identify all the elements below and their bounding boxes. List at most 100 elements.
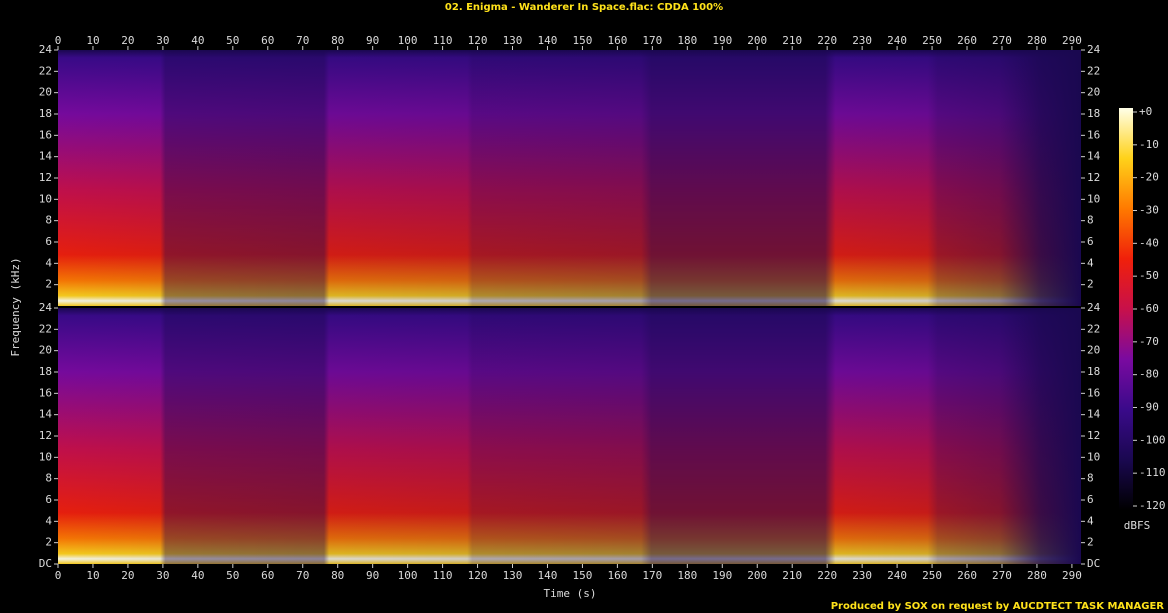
x-tick-label: 150 (572, 34, 592, 47)
x-tick-label: 220 (817, 569, 837, 582)
x-tick-label: 10 (86, 569, 99, 582)
y-tick-label: 4 (1087, 514, 1094, 527)
x-tick-label: 160 (607, 569, 627, 582)
colorbar-tick-label: -60 (1139, 302, 1159, 315)
x-tick-label: 40 (191, 34, 204, 47)
x-tick-label: 290 (1062, 34, 1082, 47)
x-tick-label: 20 (121, 569, 134, 582)
y-tick-label: 14 (39, 408, 53, 421)
x-tick-label: 120 (468, 569, 488, 582)
x-tick-label: 240 (887, 34, 907, 47)
x-tick-label: 210 (782, 569, 802, 582)
x-tick-label: 250 (922, 34, 942, 47)
y-tick-label: 4 (45, 256, 52, 269)
y-tick-label: 2 (1087, 278, 1094, 291)
x-tick-label: 260 (957, 569, 977, 582)
y-tick-label: 16 (39, 128, 52, 141)
y-axis-label: Frequency (kHz) (9, 257, 22, 356)
x-tick-label: 290 (1062, 569, 1082, 582)
x-tick-label: 0 (55, 569, 62, 582)
x-tick-label: 140 (538, 569, 558, 582)
colorbar (1119, 108, 1133, 510)
x-tick-label: 80 (331, 34, 344, 47)
y-tick-label: 8 (45, 472, 52, 485)
colorbar-tick-label: -70 (1139, 335, 1159, 348)
x-tick-label: 260 (957, 34, 977, 47)
y-tick-label: 6 (1087, 235, 1094, 248)
y-tick-label: 10 (39, 450, 52, 463)
y-tick-label: 14 (1087, 150, 1101, 163)
x-tick-label: 280 (1027, 569, 1047, 582)
x-tick-label: 60 (261, 34, 274, 47)
y-tick-label: 8 (1087, 472, 1094, 485)
x-tick-label: 250 (922, 569, 942, 582)
colorbar-tick-label: -20 (1139, 171, 1159, 184)
y-tick-label: 16 (1087, 128, 1100, 141)
x-tick-label: 180 (677, 34, 697, 47)
colorbar-tick-label: -10 (1139, 138, 1159, 151)
y-tick-label: 20 (39, 344, 52, 357)
colorbar-tick-label: -110 (1139, 466, 1166, 479)
y-tick-label: 22 (1087, 64, 1100, 77)
x-tick-label: 70 (296, 34, 309, 47)
y-tick-label: 16 (39, 386, 52, 399)
y-tick-label: 4 (1087, 256, 1094, 269)
y-tick-label: DC (1087, 557, 1100, 570)
colorbar-tick-label: -40 (1139, 236, 1159, 249)
x-tick-label: 270 (992, 569, 1012, 582)
y-tick-label: 12 (1087, 429, 1100, 442)
spectrogram-shade (58, 308, 1081, 564)
y-tick-label: 14 (39, 150, 53, 163)
colorbar-tick-label: -80 (1139, 368, 1159, 381)
x-tick-label: 90 (366, 34, 379, 47)
x-tick-label: 210 (782, 34, 802, 47)
x-tick-label: 130 (503, 34, 523, 47)
y-tick-label: 22 (1087, 322, 1100, 335)
y-tick-label: 20 (1087, 86, 1100, 99)
x-tick-label: 0 (55, 34, 62, 47)
x-tick-label: 160 (607, 34, 627, 47)
x-tick-label: 180 (677, 569, 697, 582)
y-tick-label: 2 (45, 536, 52, 549)
colorbar-tick-label: -120 (1139, 499, 1166, 512)
x-tick-label: 230 (852, 569, 872, 582)
x-tick-label: 50 (226, 34, 239, 47)
y-tick-label: 18 (1087, 365, 1100, 378)
y-tick-label: 12 (39, 171, 52, 184)
x-axis-label: Time (s) (544, 587, 597, 600)
y-tick-label: 12 (39, 429, 52, 442)
colorbar-tick-label: +0 (1139, 105, 1152, 118)
x-tick-label: 120 (468, 34, 488, 47)
x-tick-label: 70 (296, 569, 309, 582)
x-tick-label: 100 (398, 34, 418, 47)
x-tick-label: 190 (712, 569, 732, 582)
y-tick-label: 24 (1087, 43, 1101, 56)
x-tick-label: 190 (712, 34, 732, 47)
y-tick-label: 18 (39, 107, 52, 120)
x-tick-label: 230 (852, 34, 872, 47)
y-tick-label: 8 (1087, 214, 1094, 227)
y-tick-label: 24 (39, 301, 53, 314)
y-tick-label: 4 (45, 514, 52, 527)
colorbar-label: dBFS (1124, 519, 1151, 532)
y-tick-label: 10 (39, 192, 52, 205)
y-tick-label: 20 (1087, 344, 1100, 357)
y-tick-label: 16 (1087, 386, 1100, 399)
y-tick-label: 20 (39, 86, 52, 99)
colorbar-tick-label: -30 (1139, 204, 1159, 217)
y-tick-label: 10 (1087, 450, 1100, 463)
y-tick-label: 6 (45, 493, 52, 506)
x-tick-label: 40 (191, 569, 204, 582)
y-tick-label: 6 (1087, 493, 1094, 506)
x-tick-label: 170 (642, 34, 662, 47)
y-tick-label: 24 (1087, 301, 1101, 314)
x-tick-label: 130 (503, 569, 523, 582)
x-tick-label: 60 (261, 569, 274, 582)
x-tick-label: 20 (121, 34, 134, 47)
y-tick-label: 10 (1087, 192, 1100, 205)
y-tick-label: 18 (1087, 107, 1100, 120)
colorbar-tick-label: -90 (1139, 401, 1159, 414)
x-tick-label: 100 (398, 569, 418, 582)
x-tick-label: 280 (1027, 34, 1047, 47)
